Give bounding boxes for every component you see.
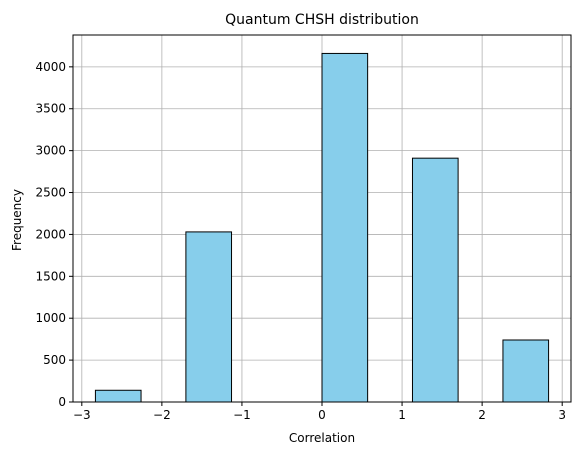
y-tick-label: 3500	[35, 102, 66, 116]
x-axis-label: Correlation	[289, 431, 355, 445]
histogram-bar	[411, 157, 459, 403]
histogram-bar	[321, 52, 369, 403]
histogram-bar	[185, 231, 233, 403]
x-tick-label: 2	[478, 408, 486, 422]
y-tick-label: 1500	[35, 269, 66, 283]
y-tick-label: 1000	[35, 311, 66, 325]
y-tick-label: 3000	[35, 144, 66, 158]
bars	[94, 52, 550, 403]
y-tick-label: 500	[43, 353, 66, 367]
histogram-bar	[502, 339, 550, 403]
x-tick-label: −3	[73, 408, 91, 422]
x-tick-label: 0	[318, 408, 326, 422]
x-tick-label: 3	[558, 408, 566, 422]
x-tick-label: −2	[153, 408, 171, 422]
y-tick-label: 4000	[35, 60, 66, 74]
x-tick-label: −1	[233, 408, 251, 422]
y-tick-label: 2000	[35, 227, 66, 241]
y-tick-label: 2500	[35, 186, 66, 200]
histogram-bar	[94, 389, 142, 403]
y-tick-label: 0	[58, 395, 66, 409]
y-axis-ticks: 0 500 1000 1500 2000 2500 3000 3500 4000	[35, 60, 73, 409]
y-axis-label: Frequency	[10, 189, 24, 251]
x-axis-ticks: −3 −2 −1 0 1 2 3	[73, 402, 566, 422]
x-tick-label: 1	[398, 408, 406, 422]
chart-title: Quantum CHSH distribution	[225, 12, 419, 28]
